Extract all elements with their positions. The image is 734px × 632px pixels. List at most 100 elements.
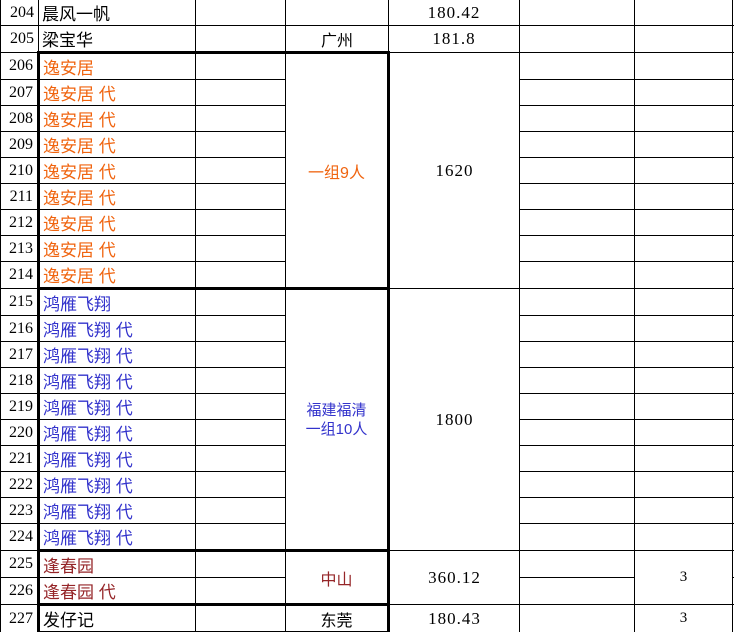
spacer-cell[interactable] <box>195 445 286 472</box>
spacer-cell[interactable] <box>195 131 286 158</box>
name-cell[interactable]: 晨风一帆 <box>38 0 196 26</box>
blank-cell[interactable] <box>519 341 635 368</box>
blank-cell[interactable] <box>519 105 635 132</box>
name-cell[interactable]: 鸿雁飞翔 代 <box>37 445 196 472</box>
name-cell[interactable]: 鸿雁飞翔 代 <box>37 497 196 524</box>
row-number-cell[interactable]: 213 <box>0 235 39 262</box>
spacer-cell[interactable] <box>195 235 286 262</box>
spacer-cell[interactable] <box>195 288 286 316</box>
name-cell[interactable]: 鸿雁飞翔 代 <box>37 341 196 368</box>
name-cell[interactable]: 鸿雁飞翔 代 <box>37 367 196 394</box>
name-cell[interactable]: 逸安居 代 <box>37 157 196 184</box>
name-cell[interactable]: 逸安居 代 <box>37 105 196 132</box>
count-cell[interactable] <box>634 471 733 498</box>
value-cell[interactable]: 360.12 <box>388 550 520 605</box>
count-cell[interactable] <box>634 131 733 158</box>
row-number-cell[interactable]: 207 <box>0 79 39 106</box>
row-number-cell[interactable]: 223 <box>0 497 39 524</box>
group-cell[interactable] <box>285 0 389 26</box>
spacer-cell[interactable] <box>195 0 286 26</box>
count-cell[interactable] <box>634 52 733 80</box>
spacer-cell[interactable] <box>195 341 286 368</box>
row-number-cell[interactable]: 211 <box>0 183 39 210</box>
blank-cell[interactable] <box>519 445 635 472</box>
row-number-cell[interactable]: 212 <box>0 209 39 236</box>
spacer-cell[interactable] <box>195 261 286 290</box>
row-number-cell[interactable]: 216 <box>0 315 39 342</box>
count-cell[interactable] <box>634 341 733 368</box>
value-cell[interactable]: 1800 <box>388 288 520 551</box>
row-number-cell[interactable]: 214 <box>0 261 39 289</box>
count-cell[interactable] <box>634 157 733 184</box>
row-number-cell[interactable]: 204 <box>0 0 39 26</box>
name-cell[interactable]: 鸿雁飞翔 代 <box>37 419 196 446</box>
spacer-cell[interactable] <box>195 497 286 524</box>
count-cell[interactable]: 3 <box>634 604 733 632</box>
blank-cell[interactable] <box>519 367 635 394</box>
blank-cell[interactable] <box>519 550 635 578</box>
name-cell[interactable]: 发仔记 <box>37 604 196 632</box>
name-cell[interactable]: 鸿雁飞翔 代 <box>37 523 196 552</box>
count-cell[interactable]: 3 <box>634 550 733 605</box>
spacer-cell[interactable] <box>195 577 286 606</box>
blank-cell[interactable] <box>519 261 635 289</box>
spacer-cell[interactable] <box>195 604 286 632</box>
value-cell[interactable]: 180.43 <box>388 604 520 632</box>
row-number-cell[interactable]: 205 <box>0 25 39 53</box>
spacer-cell[interactable] <box>195 25 286 54</box>
blank-cell[interactable] <box>519 497 635 524</box>
count-cell[interactable] <box>634 497 733 524</box>
value-cell[interactable]: 181.8 <box>388 25 520 53</box>
blank-cell[interactable] <box>519 604 635 632</box>
name-cell[interactable]: 逸安居 代 <box>37 131 196 158</box>
count-cell[interactable] <box>634 315 733 342</box>
name-cell[interactable]: 鸿雁飞翔 代 <box>37 393 196 420</box>
spacer-cell[interactable] <box>195 183 286 210</box>
count-cell[interactable] <box>634 209 733 236</box>
value-cell[interactable]: 1620 <box>388 52 520 289</box>
blank-cell[interactable] <box>519 183 635 210</box>
blank-cell[interactable] <box>519 209 635 236</box>
row-number-cell[interactable]: 225 <box>0 550 39 578</box>
row-number-cell[interactable]: 209 <box>0 131 39 158</box>
count-cell[interactable] <box>634 25 733 53</box>
spacer-cell[interactable] <box>195 157 286 184</box>
spacer-cell[interactable] <box>195 471 286 498</box>
row-number-cell[interactable]: 220 <box>0 419 39 446</box>
blank-cell[interactable] <box>519 235 635 262</box>
blank-cell[interactable] <box>519 523 635 551</box>
spacer-cell[interactable] <box>195 105 286 132</box>
count-cell[interactable] <box>634 523 733 551</box>
spacer-cell[interactable] <box>195 419 286 446</box>
blank-cell[interactable] <box>519 0 635 26</box>
count-cell[interactable] <box>634 235 733 262</box>
count-cell[interactable] <box>634 367 733 394</box>
count-cell[interactable] <box>634 288 733 316</box>
group-cell[interactable]: 福建福清 一组10人 <box>285 288 390 552</box>
blank-cell[interactable] <box>519 471 635 498</box>
blank-cell[interactable] <box>519 131 635 158</box>
spacer-cell[interactable] <box>195 393 286 420</box>
name-cell[interactable]: 鸿雁飞翔 <box>37 288 196 316</box>
row-number-cell[interactable]: 224 <box>0 523 39 551</box>
row-number-cell[interactable]: 206 <box>0 52 39 80</box>
count-cell[interactable] <box>634 419 733 446</box>
row-number-cell[interactable]: 210 <box>0 157 39 184</box>
row-number-cell[interactable]: 217 <box>0 341 39 368</box>
name-cell[interactable]: 逸安居 代 <box>37 235 196 262</box>
blank-cell[interactable] <box>519 577 635 605</box>
group-cell[interactable]: 东莞 <box>285 604 390 632</box>
count-cell[interactable] <box>634 0 733 26</box>
count-cell[interactable] <box>634 261 733 289</box>
count-cell[interactable] <box>634 445 733 472</box>
row-number-cell[interactable]: 208 <box>0 105 39 132</box>
group-cell[interactable]: 中山 <box>285 550 390 606</box>
name-cell[interactable]: 鸿雁飞翔 代 <box>37 471 196 498</box>
blank-cell[interactable] <box>519 288 635 316</box>
name-cell[interactable]: 逸安居 代 <box>37 261 196 290</box>
spacer-cell[interactable] <box>195 52 286 80</box>
name-cell[interactable]: 梁宝华 <box>38 25 196 54</box>
count-cell[interactable] <box>634 105 733 132</box>
row-number-cell[interactable]: 222 <box>0 471 39 498</box>
row-number-cell[interactable]: 226 <box>0 577 39 605</box>
